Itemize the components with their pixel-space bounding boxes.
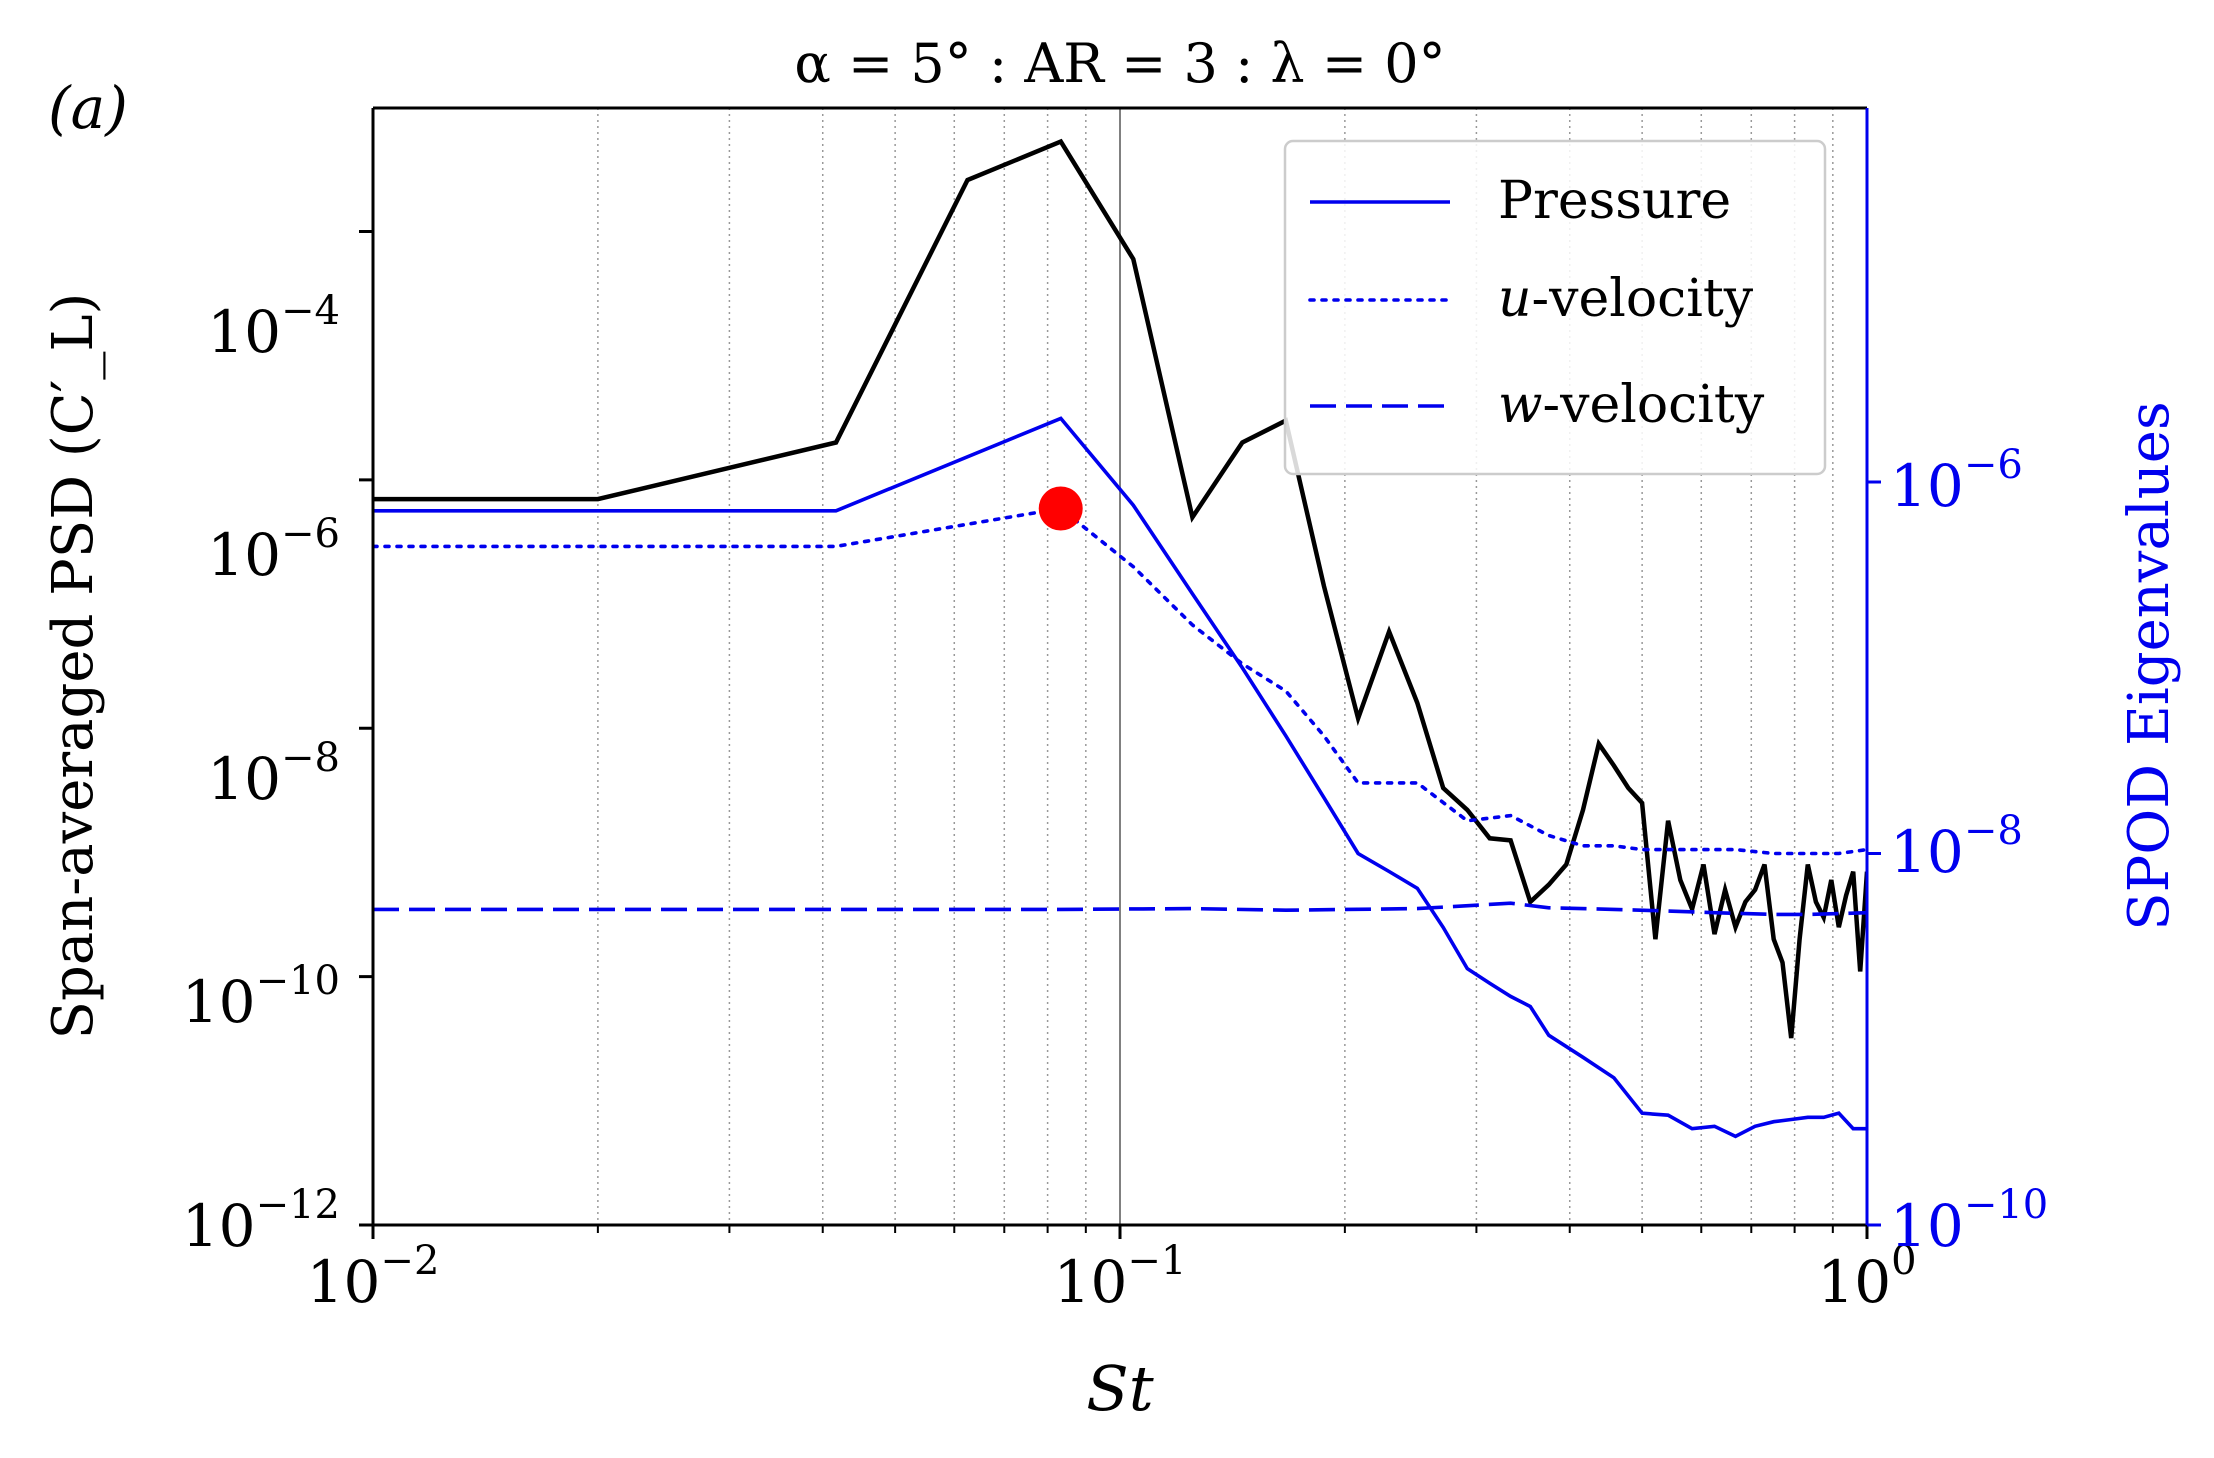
legend: Pressure u-velocity w-velocity — [1283, 139, 1827, 476]
y-left-tick-label-1e-4: 10−4 — [207, 288, 340, 366]
series-u-velocity-line — [373, 506, 1867, 856]
peak-marker — [1038, 486, 1083, 531]
y-left-axis-label: Span-averaged PSD (C′_L) — [41, 293, 106, 1040]
tick-marks — [359, 230, 1881, 1239]
series-w-velocity-line — [373, 901, 1867, 917]
y-right-axis-label: SPOD Eigenvalues — [2117, 401, 2182, 930]
y-right-tick-labels: 10−6 10−8 10−10 — [1890, 442, 2048, 1260]
legend-box — [1283, 139, 1827, 476]
x-tick-label-0: 10−2 — [307, 1238, 440, 1316]
x-tick-label-1: 10−1 — [1054, 1238, 1187, 1316]
y-left-tick-label-1e-10: 10−10 — [182, 958, 340, 1036]
legend-label-w-velocity: w-velocity — [1498, 375, 1765, 435]
y-right-tick-label-1e-6: 10−6 — [1890, 442, 2023, 520]
x-tick-label-2: 100 — [1817, 1238, 1916, 1316]
x-axis-label: St — [1086, 1352, 1153, 1425]
y-right-tick-label-1e-8: 10−8 — [1890, 808, 2023, 886]
chart-title: α = 5° : AR = 3 : λ = 0° — [794, 32, 1445, 95]
panel-label: (a) — [48, 74, 128, 142]
y-left-tick-label-1e-8: 10−8 — [207, 735, 340, 813]
legend-label-pressure: Pressure — [1498, 171, 1731, 231]
x-tick-labels: 10−2 10−1 100 — [307, 1238, 1917, 1316]
y-right-tick-label-1e-10: 10−10 — [1890, 1182, 2048, 1260]
y-left-tick-labels: 10−4 10−6 10−8 10−10 10−12 — [182, 288, 340, 1260]
series-pressure-line — [373, 416, 1867, 1139]
y-left-tick-label-1e-6: 10−6 — [207, 511, 340, 589]
legend-label-u-velocity: u-velocity — [1498, 269, 1754, 329]
y-left-tick-label-1e-12: 10−12 — [182, 1182, 340, 1260]
